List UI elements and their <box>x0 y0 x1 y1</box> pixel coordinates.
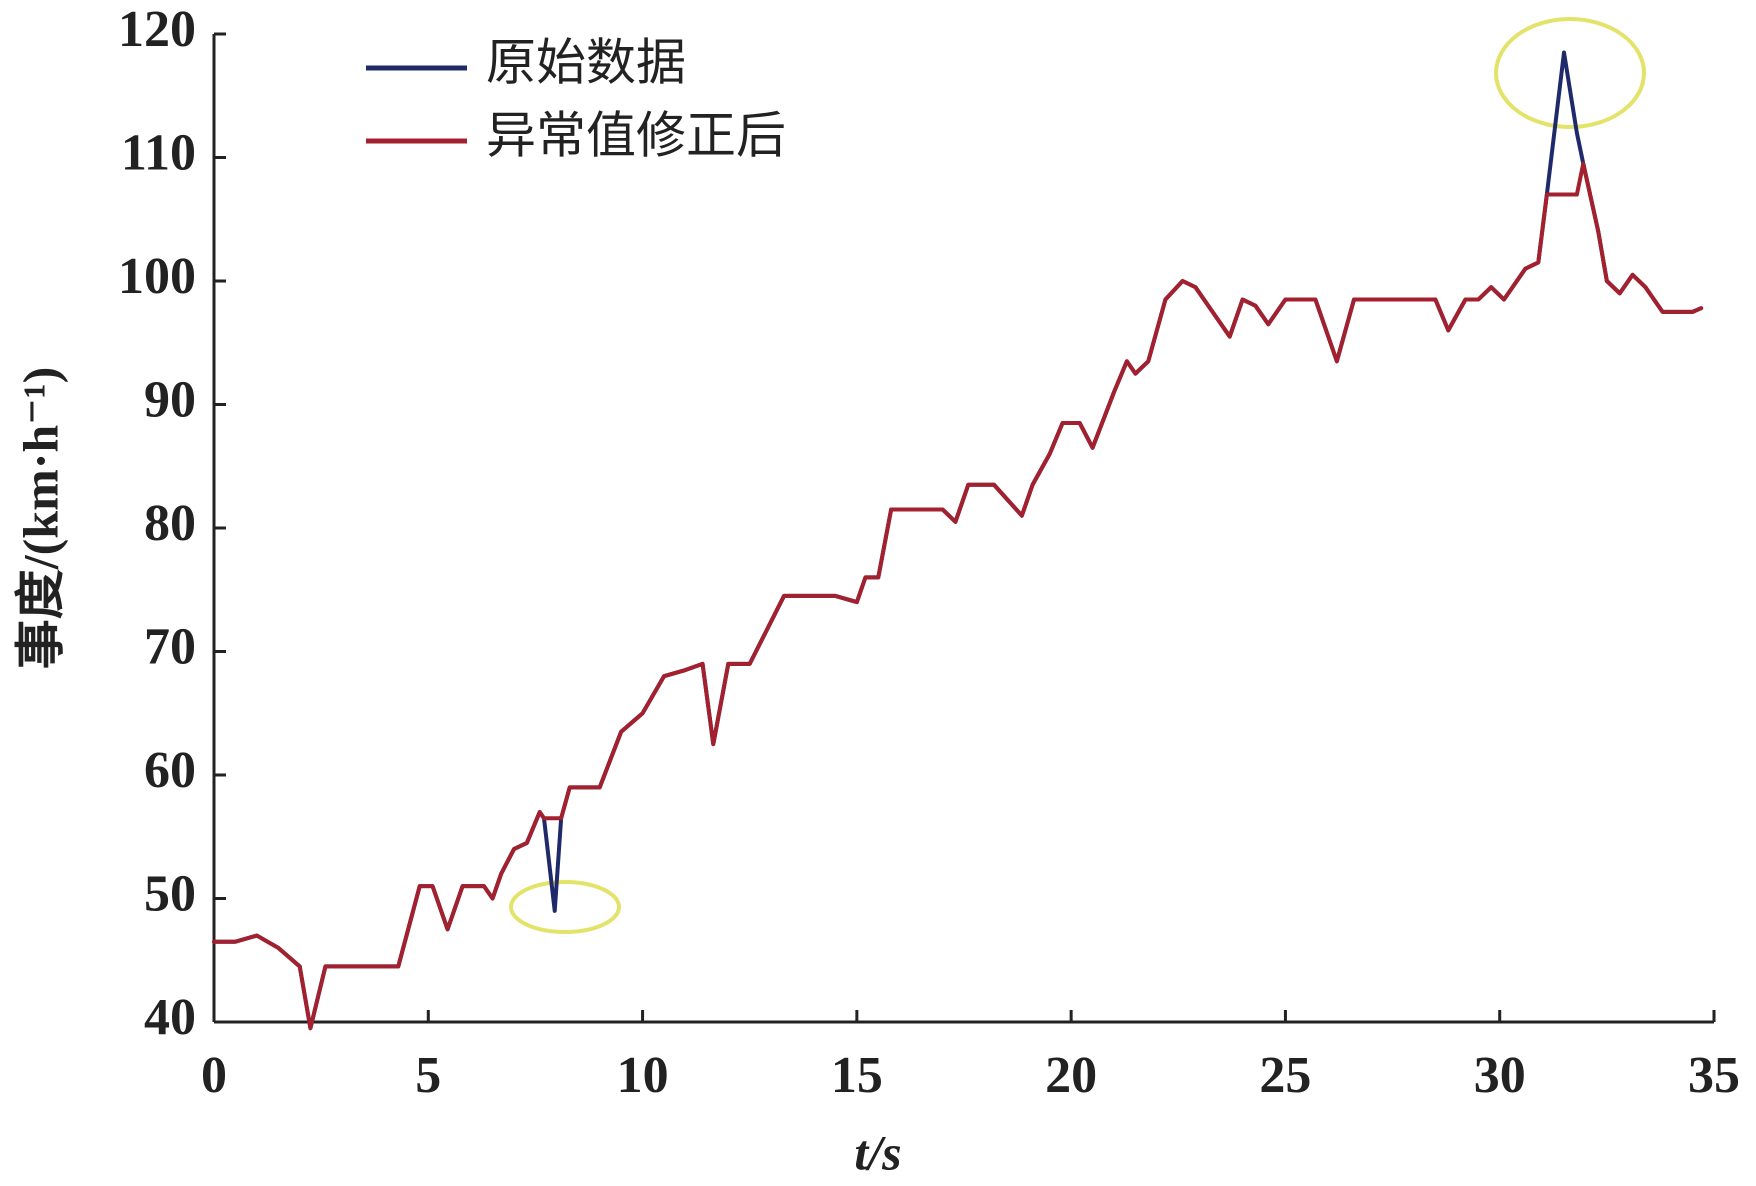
y-tick-label: 110 <box>121 124 196 181</box>
legend-label: 原始数据 <box>486 34 686 90</box>
y-tick-label: 40 <box>144 989 196 1046</box>
y-tick-label: 100 <box>118 248 196 305</box>
x-tick-label: 0 <box>201 1047 227 1104</box>
y-tick-label: 60 <box>144 742 196 799</box>
y-tick-label: 50 <box>144 865 196 922</box>
x-tick-label: 25 <box>1259 1047 1311 1104</box>
x-tick-label: 10 <box>617 1047 669 1104</box>
y-tick-label: 70 <box>144 618 196 675</box>
x-tick-label: 15 <box>831 1047 883 1104</box>
x-tick-label: 20 <box>1045 1047 1097 1104</box>
y-axis-label: 事度/(km·h⁻¹) <box>12 367 68 670</box>
anomaly-highlight <box>509 880 621 934</box>
x-tick-label: 5 <box>415 1047 441 1104</box>
data-line <box>212 50 1704 1031</box>
anomaly-highlight <box>1494 17 1646 129</box>
y-tick-label: 80 <box>144 495 196 552</box>
y-tick-label: 120 <box>118 1 196 58</box>
legend-label: 异常值修正后 <box>486 107 786 163</box>
x-axis-label: t/s <box>854 1124 901 1180</box>
x-tick-label: 35 <box>1688 1047 1740 1104</box>
x-tick-label: 30 <box>1474 1047 1526 1104</box>
data-line <box>212 161 1704 1031</box>
y-tick-label: 90 <box>144 371 196 428</box>
